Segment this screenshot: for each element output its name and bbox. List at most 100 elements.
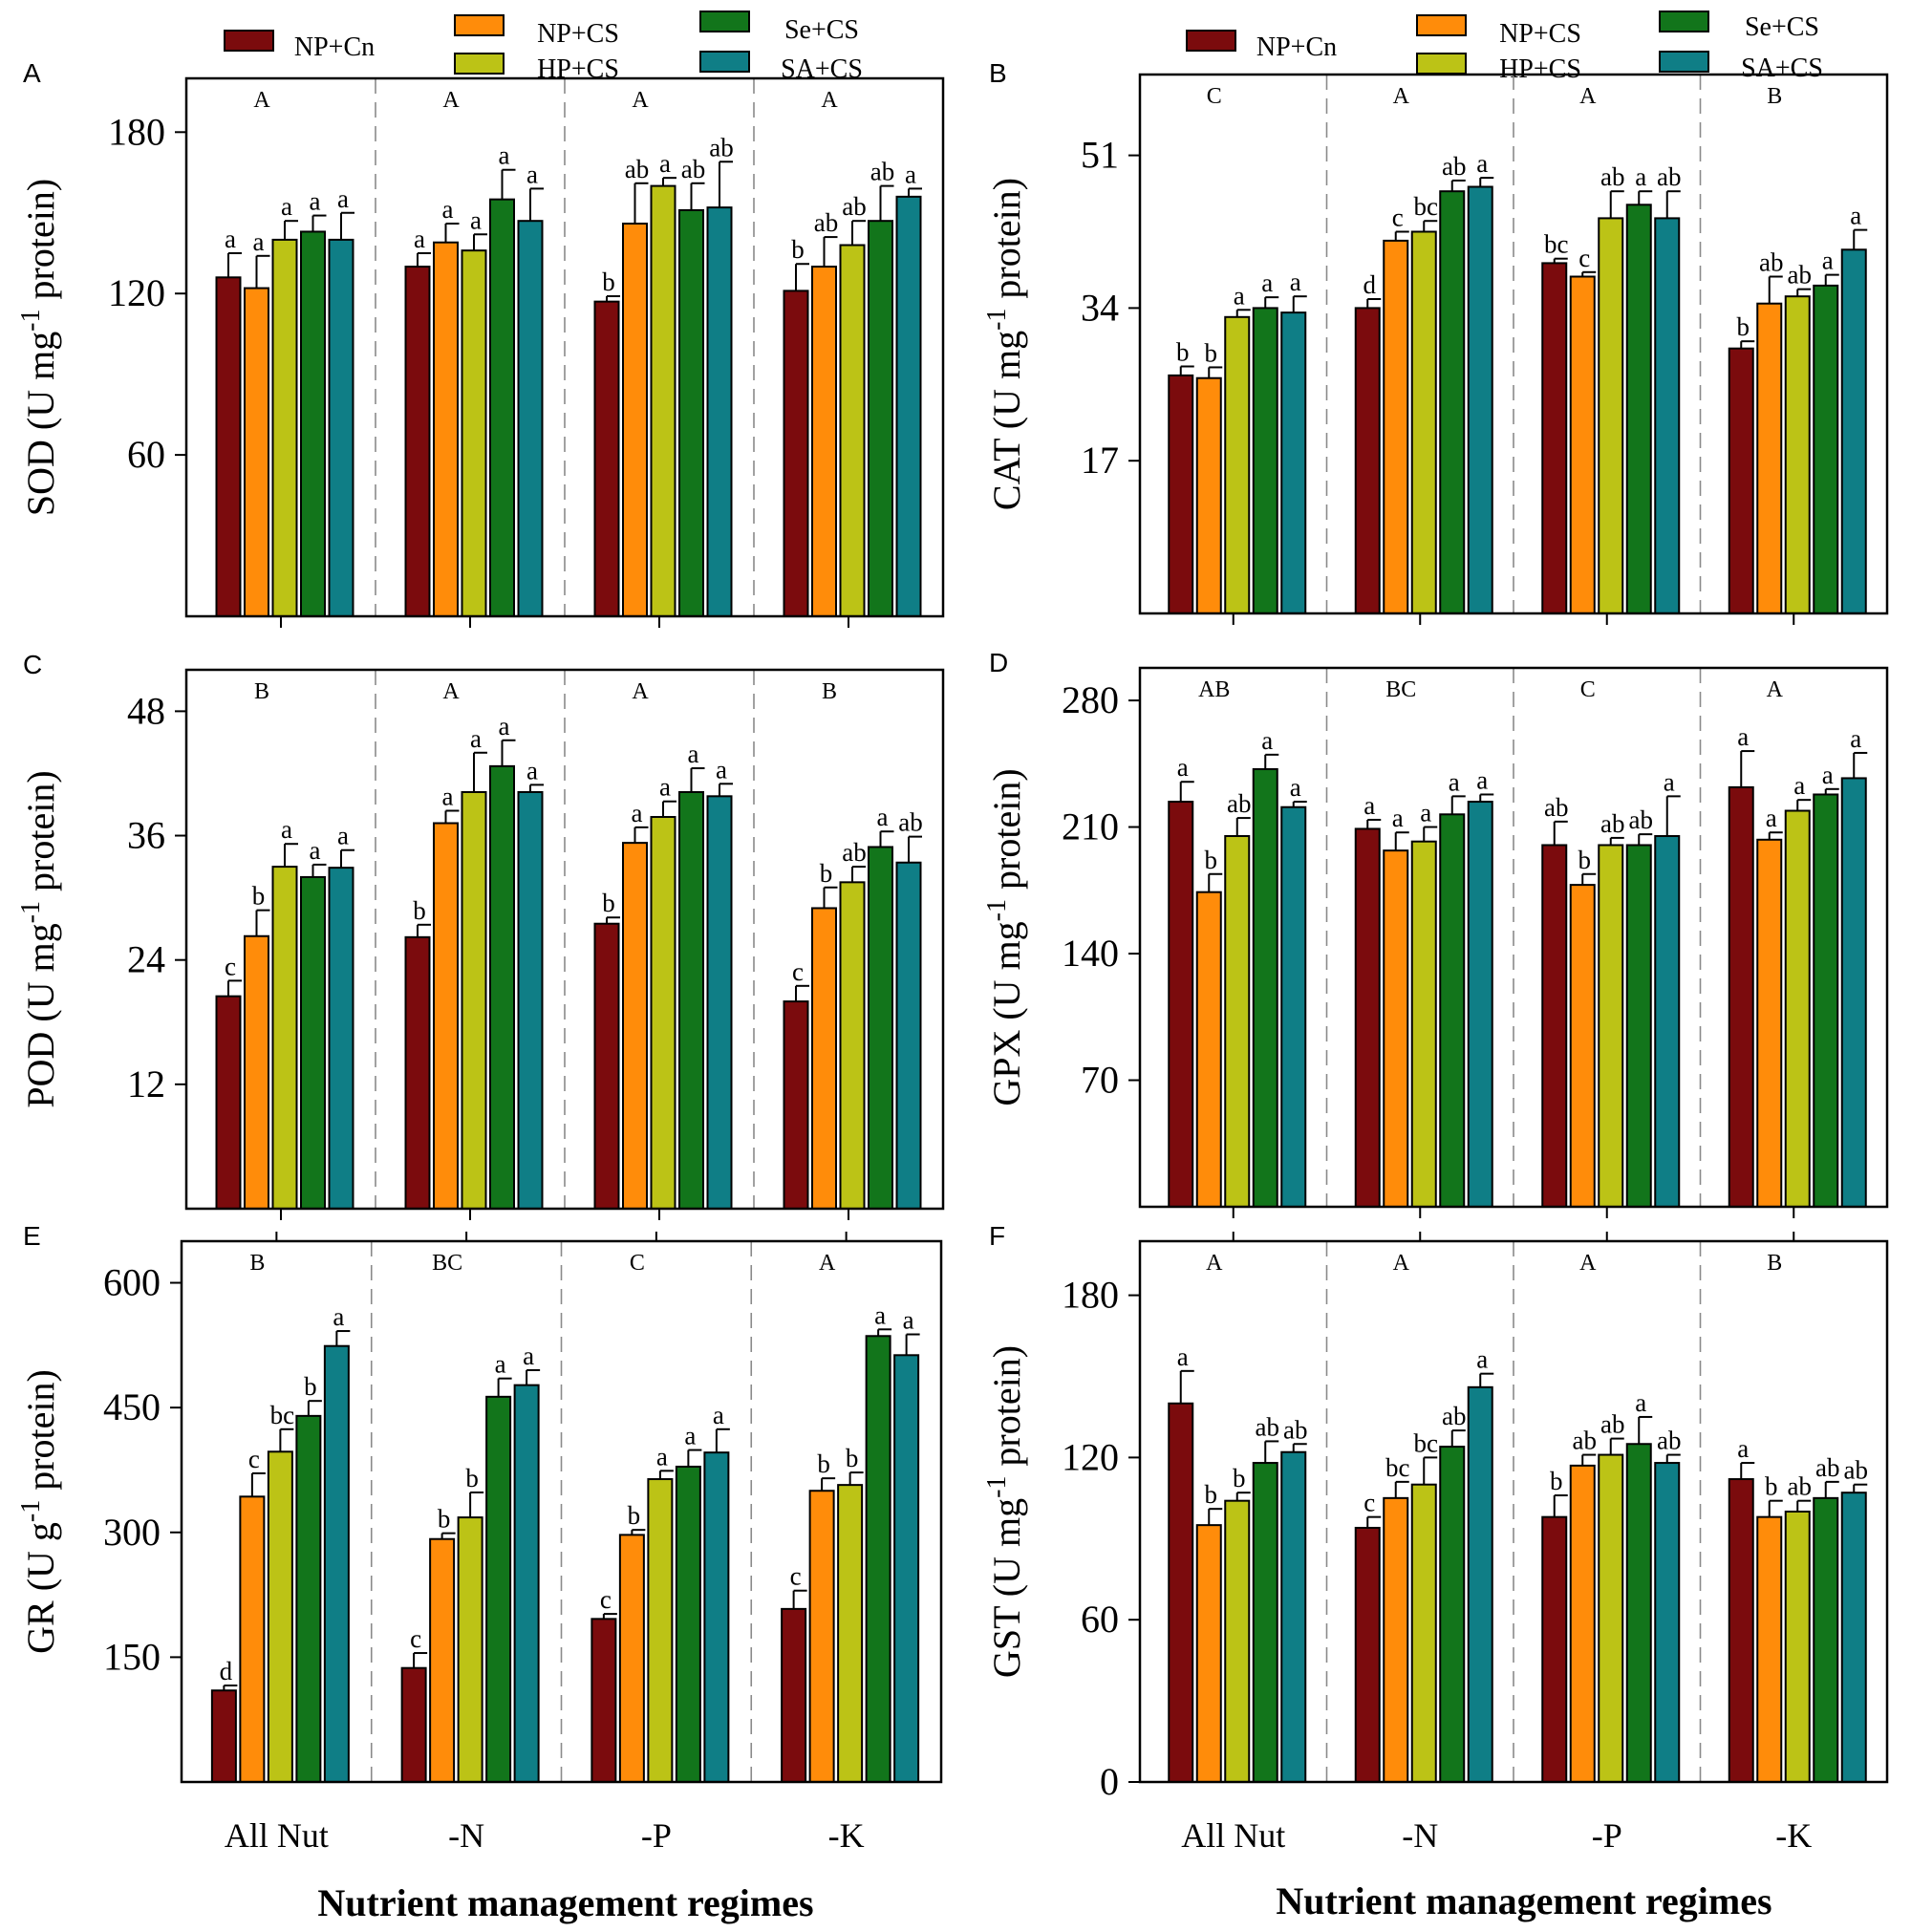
legend-swatch (454, 14, 505, 36)
bar (1598, 217, 1624, 614)
bar (239, 1495, 266, 1784)
significance-letter: c (790, 1562, 802, 1591)
significance-letter: ab (1283, 1415, 1307, 1444)
legend-left: NP+Cn NP+CS HP+CS Se+CS SA+CS (224, 11, 863, 84)
significance-letter: b (602, 889, 615, 917)
significance-letter: ab (1600, 809, 1624, 838)
y-tick-label: 140 (1062, 932, 1119, 975)
significance-letter: a (713, 1401, 724, 1429)
significance-letter: a (526, 756, 538, 784)
significance-letter: b (1737, 312, 1750, 341)
x-tick-label: -P (641, 1816, 672, 1855)
y-tick-label: 60 (127, 433, 165, 476)
bar (1625, 844, 1652, 1208)
bar (1598, 844, 1624, 1208)
bar (485, 1395, 512, 1784)
significance-letter: ab (709, 133, 733, 161)
bar (215, 995, 242, 1210)
significance-letter: a (1635, 162, 1646, 191)
significance-letter: a (632, 799, 643, 827)
significance-letter: a (1363, 791, 1375, 820)
significance-letter: ab (1788, 1472, 1812, 1501)
bar (461, 790, 487, 1210)
bar (1354, 827, 1381, 1208)
significance-letter: a (526, 160, 538, 188)
y-tick-label: 0 (1100, 1760, 1119, 1803)
group-letter: B (1767, 84, 1782, 109)
significance-letter: a (281, 815, 292, 844)
significance-letter: a (688, 740, 699, 768)
significance-letter: b (304, 1372, 317, 1401)
significance-letter: a (1476, 149, 1488, 178)
significance-letter: ab (814, 208, 838, 237)
bar (271, 238, 298, 617)
bar (323, 1344, 350, 1783)
bar (244, 934, 269, 1210)
x-axis-title-left: Nutrient management regimes (317, 1881, 813, 1924)
significance-letter: ab (1256, 1412, 1279, 1441)
y-tick-label: 120 (1062, 1435, 1119, 1478)
legend-swatch (1186, 30, 1236, 52)
bar (1784, 809, 1811, 1208)
significance-letter: b (465, 1464, 479, 1492)
legend-swatch (699, 51, 750, 73)
bar (1654, 835, 1681, 1208)
significance-letter: ab (681, 155, 705, 183)
bar (1354, 1526, 1381, 1783)
legend-item: Se+CS (1659, 11, 1819, 42)
bar (1439, 813, 1466, 1208)
y-tick-label: 17 (1081, 439, 1119, 482)
legend-item: NP+Cn (1186, 30, 1337, 62)
significance-letter: ab (898, 808, 922, 837)
bar (1439, 190, 1466, 614)
y-tick-label: 34 (1081, 286, 1119, 329)
group-letter: BC (1385, 677, 1416, 702)
significance-letter: a (470, 205, 482, 234)
group-letter: A (1393, 1251, 1410, 1276)
panel-letter: E (23, 1221, 41, 1251)
panel-letter: B (989, 58, 1007, 88)
bar (808, 1490, 835, 1783)
bar (1728, 347, 1754, 614)
significance-letter: a (659, 149, 671, 178)
significance-letter: ab (1629, 805, 1653, 834)
group-letter: A (253, 88, 270, 113)
significance-letter: a (716, 755, 727, 784)
bar (895, 861, 922, 1210)
significance-letter: a (310, 187, 321, 216)
plot-frame (1138, 1239, 1889, 1784)
y-axis-label-unit: protein) (985, 1345, 1028, 1476)
bar (811, 266, 837, 617)
bar (1280, 311, 1307, 614)
bar (622, 842, 648, 1211)
significance-letter: a (1290, 773, 1301, 802)
y-tick-label: 70 (1081, 1059, 1119, 1102)
bar (1541, 262, 1568, 614)
bar (1813, 284, 1839, 614)
bar (593, 922, 620, 1210)
plot-frame (1138, 73, 1889, 615)
significance-letter: a (499, 141, 510, 170)
bar (1569, 884, 1596, 1208)
significance-letter: a (1476, 1345, 1488, 1374)
legend-label: NP+Cn (294, 32, 375, 62)
significance-letter: a (656, 1442, 668, 1470)
x-tick-label: -N (448, 1816, 484, 1855)
x-tick-label: All Nut (1181, 1816, 1285, 1855)
legend-item: NP+CS (1416, 14, 1581, 49)
legend-item: SA+CS (1659, 51, 1823, 83)
significance-letter: ab (1844, 1456, 1868, 1485)
legend-swatch (1416, 53, 1467, 75)
group-letter: B (1767, 1251, 1782, 1276)
bar (1654, 1462, 1681, 1784)
legend-item: NP+Cn (224, 30, 375, 62)
y-tick-label: 180 (108, 110, 165, 153)
significance-letter: bc (1544, 230, 1569, 259)
significance-letter: c (1578, 244, 1590, 272)
significance-letter: a (442, 195, 454, 224)
bar (1840, 1492, 1867, 1783)
